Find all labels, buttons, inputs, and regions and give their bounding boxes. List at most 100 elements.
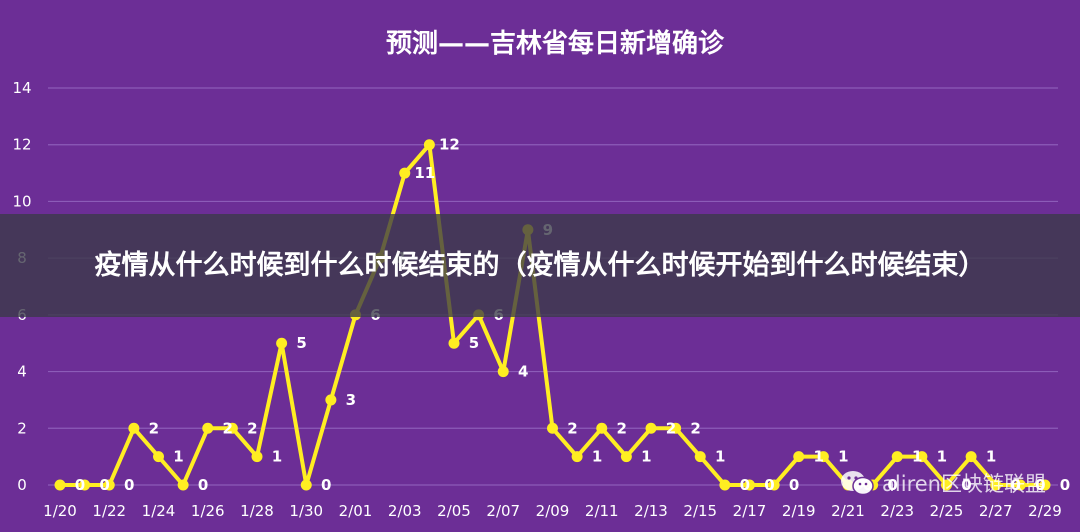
data-label: 2 xyxy=(247,419,257,437)
data-label: 1 xyxy=(814,448,824,466)
data-label: 2 xyxy=(223,419,233,437)
data-point xyxy=(423,139,435,151)
data-labels: 0002102215036811125649212122100011001101… xyxy=(75,136,1070,494)
data-label: 1 xyxy=(715,448,725,466)
data-label: 1 xyxy=(912,448,922,466)
y-tick-label: 10 xyxy=(12,192,31,210)
data-point xyxy=(793,451,805,463)
data-point xyxy=(596,422,608,434)
data-point xyxy=(916,451,928,463)
data-label: 11 xyxy=(414,164,435,182)
data-label: 0 xyxy=(124,476,134,494)
data-point xyxy=(202,422,214,434)
data-point xyxy=(54,479,66,491)
wechat-icon xyxy=(841,471,874,496)
y-tick-label: 0 xyxy=(17,476,27,494)
data-label: 2 xyxy=(149,419,159,437)
data-label: 1 xyxy=(986,448,996,466)
data-label: 2 xyxy=(567,419,577,437)
x-tick-label: 2/05 xyxy=(437,502,471,520)
data-label: 2 xyxy=(666,419,676,437)
data-label: 1 xyxy=(272,448,282,466)
data-point xyxy=(990,479,1002,491)
x-tick-label: 2/13 xyxy=(634,502,668,520)
data-label: 0 xyxy=(789,476,799,494)
data-label: 0 xyxy=(99,476,109,494)
y-tick-label: 14 xyxy=(12,79,31,97)
data-point xyxy=(153,451,164,463)
watermark: aliren区块链联盟 xyxy=(840,468,1046,498)
data-label: 5 xyxy=(296,334,306,352)
data-label: 1 xyxy=(937,448,947,466)
data-point xyxy=(1014,479,1026,491)
data-point xyxy=(694,451,706,463)
x-tick-label: 2/19 xyxy=(782,502,816,520)
data-point xyxy=(891,451,903,463)
x-tick-label: 2/01 xyxy=(339,502,373,520)
data-label: 0 xyxy=(1011,476,1021,494)
data-point xyxy=(399,167,411,179)
x-tick-label: 2/25 xyxy=(930,502,964,520)
data-label: 1 xyxy=(641,448,651,466)
y-tick-label: 4 xyxy=(17,363,27,381)
data-point xyxy=(448,337,460,349)
x-tick-label: 2/07 xyxy=(486,502,520,520)
data-label: 3 xyxy=(346,391,356,409)
data-label: 0 xyxy=(740,476,750,494)
x-tick-label: 1/22 xyxy=(92,502,126,520)
data-point xyxy=(276,337,288,349)
y-tick-label: 2 xyxy=(17,419,27,437)
x-tick-label: 1/24 xyxy=(142,502,176,520)
x-tick-label: 1/28 xyxy=(240,502,274,520)
data-label: 2 xyxy=(690,419,700,437)
data-label: 0 xyxy=(887,476,897,494)
data-point xyxy=(768,479,780,491)
data-point xyxy=(497,366,509,378)
x-tick-label: 1/20 xyxy=(43,502,77,520)
data-point xyxy=(670,422,682,434)
data-label: 0 xyxy=(75,476,85,494)
data-point xyxy=(1039,479,1051,491)
headline-text: 疫情从什么时候到什么时候结束的（疫情从什么时候开始到什么时候结束） xyxy=(94,249,986,281)
data-point xyxy=(300,479,312,491)
data-label: 0 xyxy=(198,476,208,494)
data-point xyxy=(103,479,115,491)
x-tick-label: 2/17 xyxy=(733,502,767,520)
x-tick-label: 2/29 xyxy=(1028,502,1062,520)
data-label: 0 xyxy=(321,476,331,494)
x-tick-label: 2/09 xyxy=(536,502,570,520)
data-point xyxy=(251,451,263,463)
data-label: 0 xyxy=(961,476,971,494)
data-point xyxy=(817,451,829,463)
data-label: 0 xyxy=(764,476,774,494)
data-label: 0 xyxy=(1035,476,1045,494)
data-label: 4 xyxy=(518,363,528,381)
data-label: 5 xyxy=(469,334,479,352)
x-tick-label: 2/27 xyxy=(979,502,1013,520)
data-point xyxy=(620,451,632,463)
data-point xyxy=(226,422,238,434)
data-label: 1 xyxy=(592,448,602,466)
data-point xyxy=(79,479,91,491)
data-point xyxy=(645,422,657,434)
y-tick-label: 12 xyxy=(12,136,31,154)
x-tick-label: 2/11 xyxy=(585,502,619,520)
data-label: 1 xyxy=(173,448,183,466)
x-axis-ticks: 1/20 1/22 1/24 1/26 1/28 1/30 2/01 2/03 2/05 2/07… xyxy=(43,502,1062,520)
x-tick-label: 2/03 xyxy=(388,502,422,520)
data-point xyxy=(719,479,731,491)
headline-banner: 疫情从什么时候到什么时候结束的（疫情从什么时候开始到什么时候结束） xyxy=(0,214,1080,317)
data-label: 1 xyxy=(838,448,848,466)
watermark-text: aliren区块链联盟 xyxy=(882,472,1046,496)
data-point xyxy=(325,394,337,406)
x-tick-label: 1/30 xyxy=(289,502,323,520)
data-point xyxy=(571,451,583,463)
data-point xyxy=(177,479,189,491)
data-label: 12 xyxy=(439,136,460,154)
data-label: 2 xyxy=(617,419,627,437)
data-point xyxy=(744,479,755,491)
x-tick-label: 2/15 xyxy=(683,502,717,520)
data-label: 0 xyxy=(1060,476,1070,494)
x-tick-label: 1/26 xyxy=(191,502,225,520)
x-tick-label: 2/23 xyxy=(880,502,914,520)
